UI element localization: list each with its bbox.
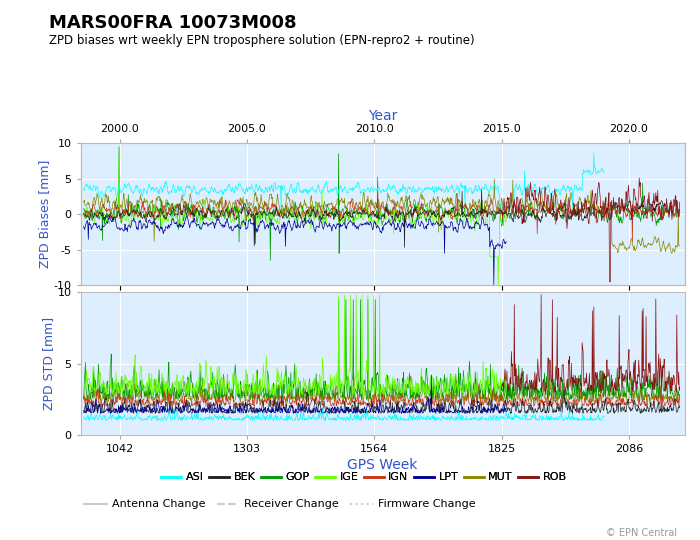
X-axis label: Year: Year [368, 109, 397, 123]
Y-axis label: ZPD Biases [mm]: ZPD Biases [mm] [38, 160, 50, 268]
Legend: ASI, BEK, GOP, IGE, IGN, LPT, MUT, ROB: ASI, BEK, GOP, IGE, IGN, LPT, MUT, ROB [157, 468, 571, 487]
X-axis label: GPS Week: GPS Week [347, 458, 418, 472]
Legend: Antenna Change, Receiver Change, Firmware Change: Antenna Change, Receiver Change, Firmwar… [80, 495, 480, 514]
Text: ZPD biases wrt weekly EPN troposphere solution (EPN-repro2 + routine): ZPD biases wrt weekly EPN troposphere so… [49, 34, 475, 47]
Y-axis label: ZPD STD [mm]: ZPD STD [mm] [42, 317, 55, 410]
Text: © EPN Central: © EPN Central [606, 528, 678, 538]
Text: MARS00FRA 10073M008: MARS00FRA 10073M008 [49, 14, 297, 31]
